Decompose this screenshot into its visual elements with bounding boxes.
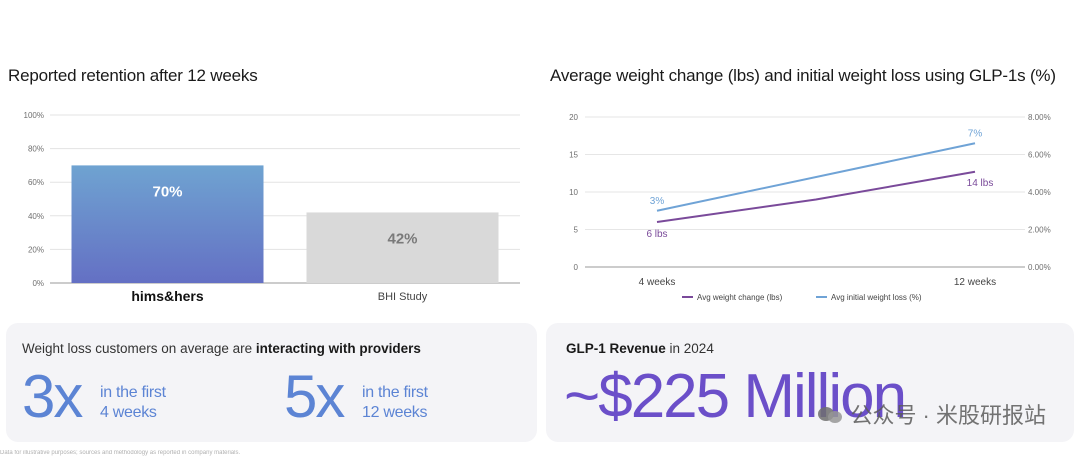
data-label: 7% xyxy=(968,128,983,139)
legend-label: Avg weight change (lbs) xyxy=(697,293,783,302)
y-right-tick-label: 0.00% xyxy=(1028,263,1051,272)
category-label-hims-hers: hims&hers xyxy=(131,288,204,304)
provider-interaction-heading: Weight loss customers on average are int… xyxy=(22,341,421,356)
y-right-tick-label: 6.00% xyxy=(1028,151,1051,160)
retention-chart-title: Reported retention after 12 weeks xyxy=(8,66,258,85)
footnote: Data for illustrative purposes; sources … xyxy=(0,450,241,456)
y-tick-label: 80% xyxy=(28,145,44,154)
y-right-tick-label: 8.00% xyxy=(1028,113,1051,122)
stat-5x-description: in the first 12 weeks xyxy=(362,384,428,421)
watermark: 公众号 · 米股研报站 xyxy=(818,398,1046,430)
weight-line-chart: 0 5 10 15 20 0.00% 2.00% 4.00% 6.00% 8.00% 4 weeks… xyxy=(569,113,1051,302)
data-label: 14 lbs xyxy=(967,178,994,189)
series-line-weight-change xyxy=(656,170,976,223)
y-right-tick-label: 2.00% xyxy=(1028,226,1051,235)
provider-interaction-card: Weight loss customers on average are int… xyxy=(6,323,537,442)
data-label: 3% xyxy=(650,196,665,207)
stat-5x-value: 5x xyxy=(284,363,345,430)
category-label-bhi-study: BHI Study xyxy=(378,291,428,303)
weight-chart-title: Average weight change (lbs) and initial … xyxy=(550,66,1056,85)
y-left-tick-label: 20 xyxy=(569,113,578,122)
y-tick-label: 40% xyxy=(28,212,44,221)
legend-label: Avg initial weight loss (%) xyxy=(831,293,922,302)
y-tick-label: 20% xyxy=(28,245,44,254)
revenue-value: ~$225 Million xyxy=(564,362,907,431)
y-left-tick-label: 0 xyxy=(574,263,579,272)
y-tick-label: 0% xyxy=(32,279,44,288)
stat-3x-description: in the first 4 weeks xyxy=(100,384,166,421)
y-tick-label: 60% xyxy=(28,178,44,187)
stat-3x-value: 3x xyxy=(22,363,83,430)
wechat-icon xyxy=(818,403,844,425)
revenue-heading: GLP-1 Revenue in 2024 xyxy=(566,341,714,356)
retention-bar-chart: 0% 20% 40% 60% 80% 100% 70% hims&hers 42% BHI Stu… xyxy=(24,111,520,304)
bar-hims-hers xyxy=(71,165,264,283)
y-tick-label: 100% xyxy=(24,111,44,120)
data-label: 6 lbs xyxy=(646,229,667,240)
watermark-text: 公众号 · 米股研报站 xyxy=(850,403,1046,428)
series-line-weight-loss xyxy=(656,142,976,212)
bar-value-label: 42% xyxy=(387,230,417,247)
bar-value-label: 70% xyxy=(152,183,182,200)
y-left-tick-label: 5 xyxy=(574,226,579,235)
x-tick-label: 4 weeks xyxy=(639,277,676,288)
bar-bhi-study xyxy=(306,212,499,283)
y-left-tick-label: 15 xyxy=(569,151,578,160)
revenue-card: GLP-1 Revenue in 2024 ~$225 Million xyxy=(546,323,1074,442)
x-tick-label: 12 weeks xyxy=(954,277,996,288)
y-right-tick-label: 4.00% xyxy=(1028,188,1051,197)
y-left-tick-label: 10 xyxy=(569,188,578,197)
